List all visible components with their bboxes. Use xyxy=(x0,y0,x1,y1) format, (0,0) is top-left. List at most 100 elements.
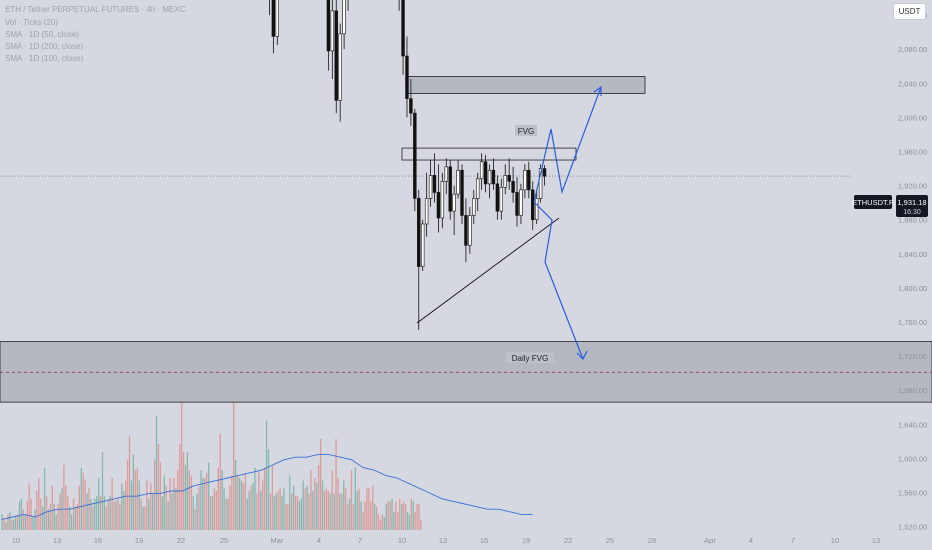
indicator-sma-100[interactable]: SMA · 1D (100, close) xyxy=(5,54,84,63)
volume-bar xyxy=(389,501,391,530)
volume-bar xyxy=(76,504,79,530)
volume-bar xyxy=(314,478,316,530)
candle-body xyxy=(271,0,276,37)
volume-bar xyxy=(142,506,144,530)
volume-bar xyxy=(16,514,19,530)
volume-bar xyxy=(418,504,420,530)
volume-bar xyxy=(28,483,30,530)
volume-bar xyxy=(306,485,308,530)
volume-bar xyxy=(22,509,25,530)
candle-body xyxy=(468,215,472,246)
volume-bar xyxy=(78,485,80,530)
time-tick-label: Apr xyxy=(704,536,716,545)
volume-bar xyxy=(202,478,204,530)
volume-bar xyxy=(219,433,221,530)
volume-bar xyxy=(420,519,422,530)
volume-bar xyxy=(300,498,302,530)
volume-bar xyxy=(250,485,252,530)
candle-body xyxy=(338,33,342,101)
volume-bar xyxy=(246,498,248,530)
candles-layer xyxy=(269,0,547,330)
daily-fvg-zone-label: Daily FVG xyxy=(506,352,554,363)
volume-bar xyxy=(325,488,328,530)
indicator-sma-50[interactable]: SMA · 1D (50, close) xyxy=(5,30,79,39)
time-tick-label: 13 xyxy=(872,536,880,545)
volume-bar xyxy=(401,504,403,530)
volume-bar xyxy=(312,491,314,530)
volume-bar xyxy=(148,498,150,530)
volume-bar xyxy=(7,514,9,530)
volume-bar xyxy=(186,452,189,530)
volume-bar xyxy=(155,415,158,530)
volume-bar xyxy=(72,498,75,530)
fvg-zone xyxy=(405,76,646,94)
volume-bar xyxy=(101,452,104,530)
candle-body xyxy=(342,0,346,35)
volume-bar xyxy=(132,454,135,530)
volume-bar xyxy=(173,478,175,530)
volume-bar xyxy=(138,480,140,530)
volume-bar xyxy=(190,475,192,530)
indicator-sma-200[interactable]: SMA · 1D (200, close) xyxy=(5,42,84,51)
candle-body xyxy=(330,10,335,52)
volume-bar xyxy=(80,467,82,530)
volume-bar xyxy=(74,506,77,530)
price-tick-label: 2,080.00 xyxy=(898,45,927,54)
candle-body xyxy=(531,189,535,221)
volume-bar xyxy=(265,420,268,530)
volume-bar xyxy=(227,498,229,530)
bar-countdown: 16:30 xyxy=(903,209,921,216)
time-axis[interactable]: 10 13 16 19 22 25 Mar 4 7 10 13 16 19 22 25 28 Apr 4 7 10 13 xyxy=(12,536,880,545)
candle-body xyxy=(409,98,413,114)
volume-bar xyxy=(221,470,223,530)
volume-bar xyxy=(57,504,59,530)
volume-bar xyxy=(292,485,295,530)
volume-bar xyxy=(59,493,61,530)
volume-bar xyxy=(283,488,285,530)
volume-bar xyxy=(157,444,160,530)
volume-bar xyxy=(34,509,36,530)
price-tick-label: 2,040.00 xyxy=(898,79,927,88)
volume-bar xyxy=(105,506,108,530)
volume-bar xyxy=(229,485,231,530)
volume-bar xyxy=(346,504,349,530)
volume-bar xyxy=(352,504,355,530)
volume-bar xyxy=(90,498,92,530)
volume-bar xyxy=(92,506,94,530)
volume-bar xyxy=(179,444,181,530)
volume-bar xyxy=(256,493,258,530)
price-tick-label: 1,960.00 xyxy=(898,148,927,157)
volume-bar xyxy=(360,501,362,530)
volume-bar xyxy=(381,514,384,530)
volume-bar xyxy=(383,517,385,530)
volume-bar xyxy=(258,472,260,530)
volume-bar xyxy=(281,496,283,530)
volume-bar xyxy=(310,470,312,530)
volume-bar xyxy=(364,501,366,530)
candle-body xyxy=(460,169,464,216)
candle-body xyxy=(472,198,476,216)
candle-body xyxy=(413,112,417,199)
indicator-volume[interactable]: Vol · Ticks (20) xyxy=(5,18,58,27)
currency-button[interactable]: USDT xyxy=(893,3,926,20)
candle-body xyxy=(542,168,547,177)
candle-body xyxy=(534,198,539,220)
volume-bar xyxy=(321,480,324,530)
volume-bar xyxy=(53,504,55,530)
time-tick-label: 10 xyxy=(398,536,406,545)
volume-bar xyxy=(3,519,5,530)
volume-bar xyxy=(233,397,235,530)
volume-bar xyxy=(82,472,84,530)
candle-body xyxy=(436,192,441,219)
volume-bar xyxy=(45,496,48,530)
time-tick-label: 25 xyxy=(220,536,228,545)
candle-body xyxy=(499,187,503,212)
volume-bar xyxy=(372,485,374,530)
volume-bar xyxy=(11,519,13,530)
volume-bar xyxy=(5,522,7,530)
volume-bar xyxy=(192,496,194,530)
bearish-projection-path xyxy=(533,201,584,360)
volume-bar xyxy=(337,478,339,530)
